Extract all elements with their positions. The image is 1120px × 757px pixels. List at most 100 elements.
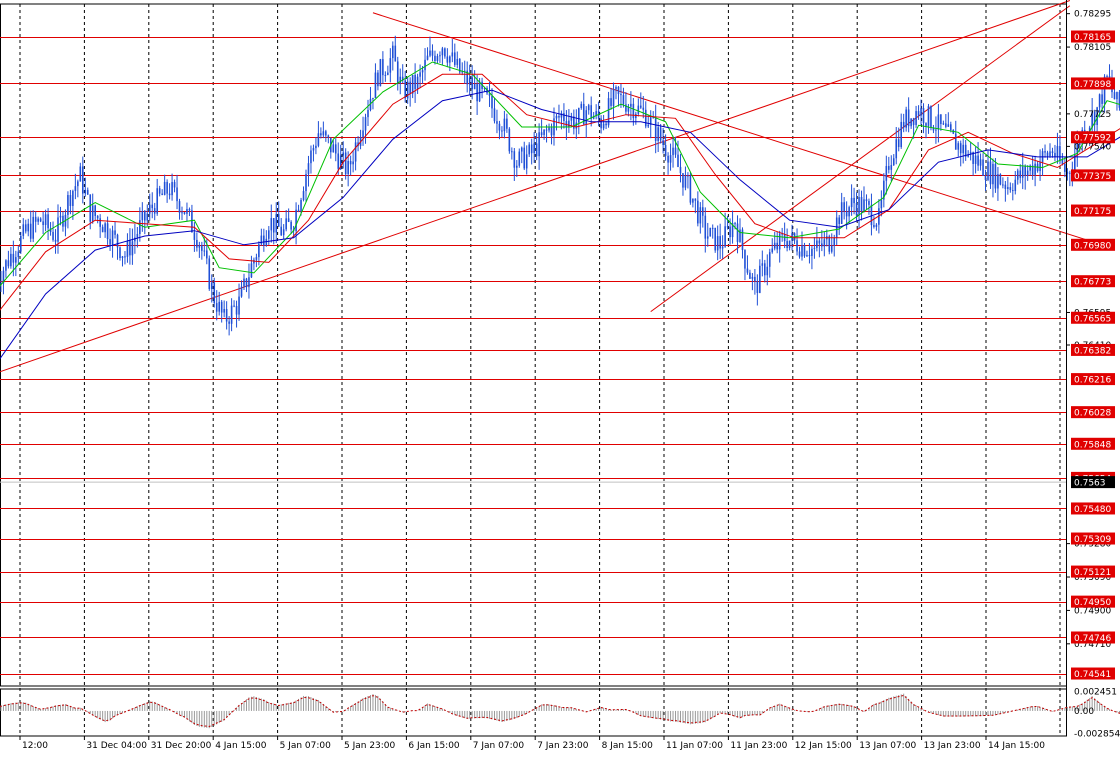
- candle-body: [39, 218, 42, 222]
- candle-body: [649, 117, 652, 125]
- candle-body: [235, 305, 238, 315]
- candle-body: [697, 200, 699, 224]
- candle-body: [354, 142, 357, 162]
- candle-body: [714, 227, 716, 251]
- level-label: 0.74541: [1074, 670, 1111, 680]
- candle-body: [15, 257, 17, 263]
- candle-body: [940, 114, 942, 125]
- level-label: 0.77898: [1074, 80, 1111, 90]
- candle-body: [168, 193, 171, 196]
- candle-body: [258, 244, 260, 258]
- candle-body: [421, 70, 424, 73]
- candle-body: [959, 143, 962, 154]
- trend-line: [0, 0, 1071, 373]
- candle-body: [238, 296, 240, 315]
- candle-body: [96, 215, 99, 219]
- candle-body: [206, 250, 208, 259]
- candle-body: [456, 58, 459, 65]
- candle-body: [297, 209, 300, 211]
- candle-body: [848, 207, 850, 217]
- candle-body: [471, 77, 473, 90]
- oscillator-tick-label: -0.002854: [1074, 729, 1120, 739]
- candle-body: [114, 230, 116, 235]
- candle-body: [917, 111, 920, 116]
- candle-body: [210, 282, 213, 289]
- candle-body: [404, 80, 406, 99]
- candle-body: [478, 81, 481, 102]
- candle-body: [69, 195, 72, 206]
- candle-body: [17, 251, 20, 258]
- candle-body: [136, 233, 139, 238]
- candle-body: [466, 70, 468, 85]
- candle-body: [394, 45, 397, 62]
- candle-body: [977, 155, 979, 166]
- candle-body: [892, 158, 895, 166]
- candle-body: [640, 105, 642, 108]
- candle-body: [44, 214, 47, 225]
- candle-body: [501, 130, 503, 132]
- candle-body: [739, 229, 741, 242]
- candle-body: [74, 186, 77, 191]
- level-label: 0.76980: [1074, 241, 1111, 251]
- candle-body: [282, 229, 285, 236]
- time-tick-label: 11 Jan 07:00: [666, 741, 723, 751]
- candle-body: [1049, 151, 1051, 157]
- candle-body: [352, 161, 354, 165]
- candle-body: [468, 77, 471, 85]
- level-label-bg: [1071, 437, 1115, 450]
- candle-body: [513, 151, 516, 168]
- candle-body: [828, 236, 831, 252]
- candle-body: [129, 240, 131, 256]
- candle-body: [439, 55, 441, 57]
- candle-body: [131, 241, 134, 256]
- oscillator-tick-label: 0.00: [1074, 707, 1094, 717]
- candle-body: [761, 263, 764, 266]
- candle-body: [181, 212, 183, 214]
- candle-body: [1054, 152, 1056, 157]
- candle-body: [384, 74, 387, 76]
- candle-body: [875, 224, 878, 227]
- candle-body: [86, 189, 89, 195]
- candle-body: [1026, 170, 1029, 176]
- candle-body: [868, 201, 870, 205]
- candle-body: [166, 181, 168, 194]
- candle-body: [719, 236, 721, 249]
- candle-body: [962, 144, 964, 154]
- candle-body: [72, 190, 74, 206]
- candle-body: [225, 309, 228, 322]
- candle-body: [124, 256, 126, 258]
- candle-body: [506, 118, 508, 129]
- candle-body: [431, 50, 434, 56]
- candle-body: [612, 89, 615, 106]
- candle-body: [528, 144, 530, 155]
- candle-body: [10, 253, 12, 267]
- candle-body: [503, 118, 506, 132]
- candle-body: [94, 205, 96, 216]
- candle-body: [1101, 94, 1103, 104]
- candle-body: [811, 248, 813, 257]
- candle-body: [900, 121, 902, 147]
- candle-body: [290, 221, 292, 230]
- candle-body: [268, 230, 270, 239]
- candle-body: [746, 268, 749, 273]
- candle-body: [111, 230, 114, 245]
- candle-body: [511, 151, 513, 153]
- candle-body: [344, 152, 347, 175]
- candle-body: [263, 235, 265, 246]
- level-label: 0.75309: [1074, 535, 1111, 545]
- candle-body: [250, 263, 253, 278]
- candle-body: [295, 209, 297, 232]
- candle-body: [555, 115, 558, 119]
- candle-body: [880, 199, 883, 209]
- candle-body: [139, 220, 141, 234]
- candle-body: [429, 50, 431, 56]
- candle-body: [121, 256, 124, 259]
- candle-body: [367, 110, 369, 118]
- candle-body: [781, 233, 783, 235]
- candle-body: [24, 224, 27, 232]
- level-label-bg: [1071, 131, 1115, 144]
- candle-body: [525, 154, 528, 169]
- candle-body: [610, 98, 612, 106]
- candle-body: [392, 45, 394, 59]
- candle-body: [885, 166, 888, 181]
